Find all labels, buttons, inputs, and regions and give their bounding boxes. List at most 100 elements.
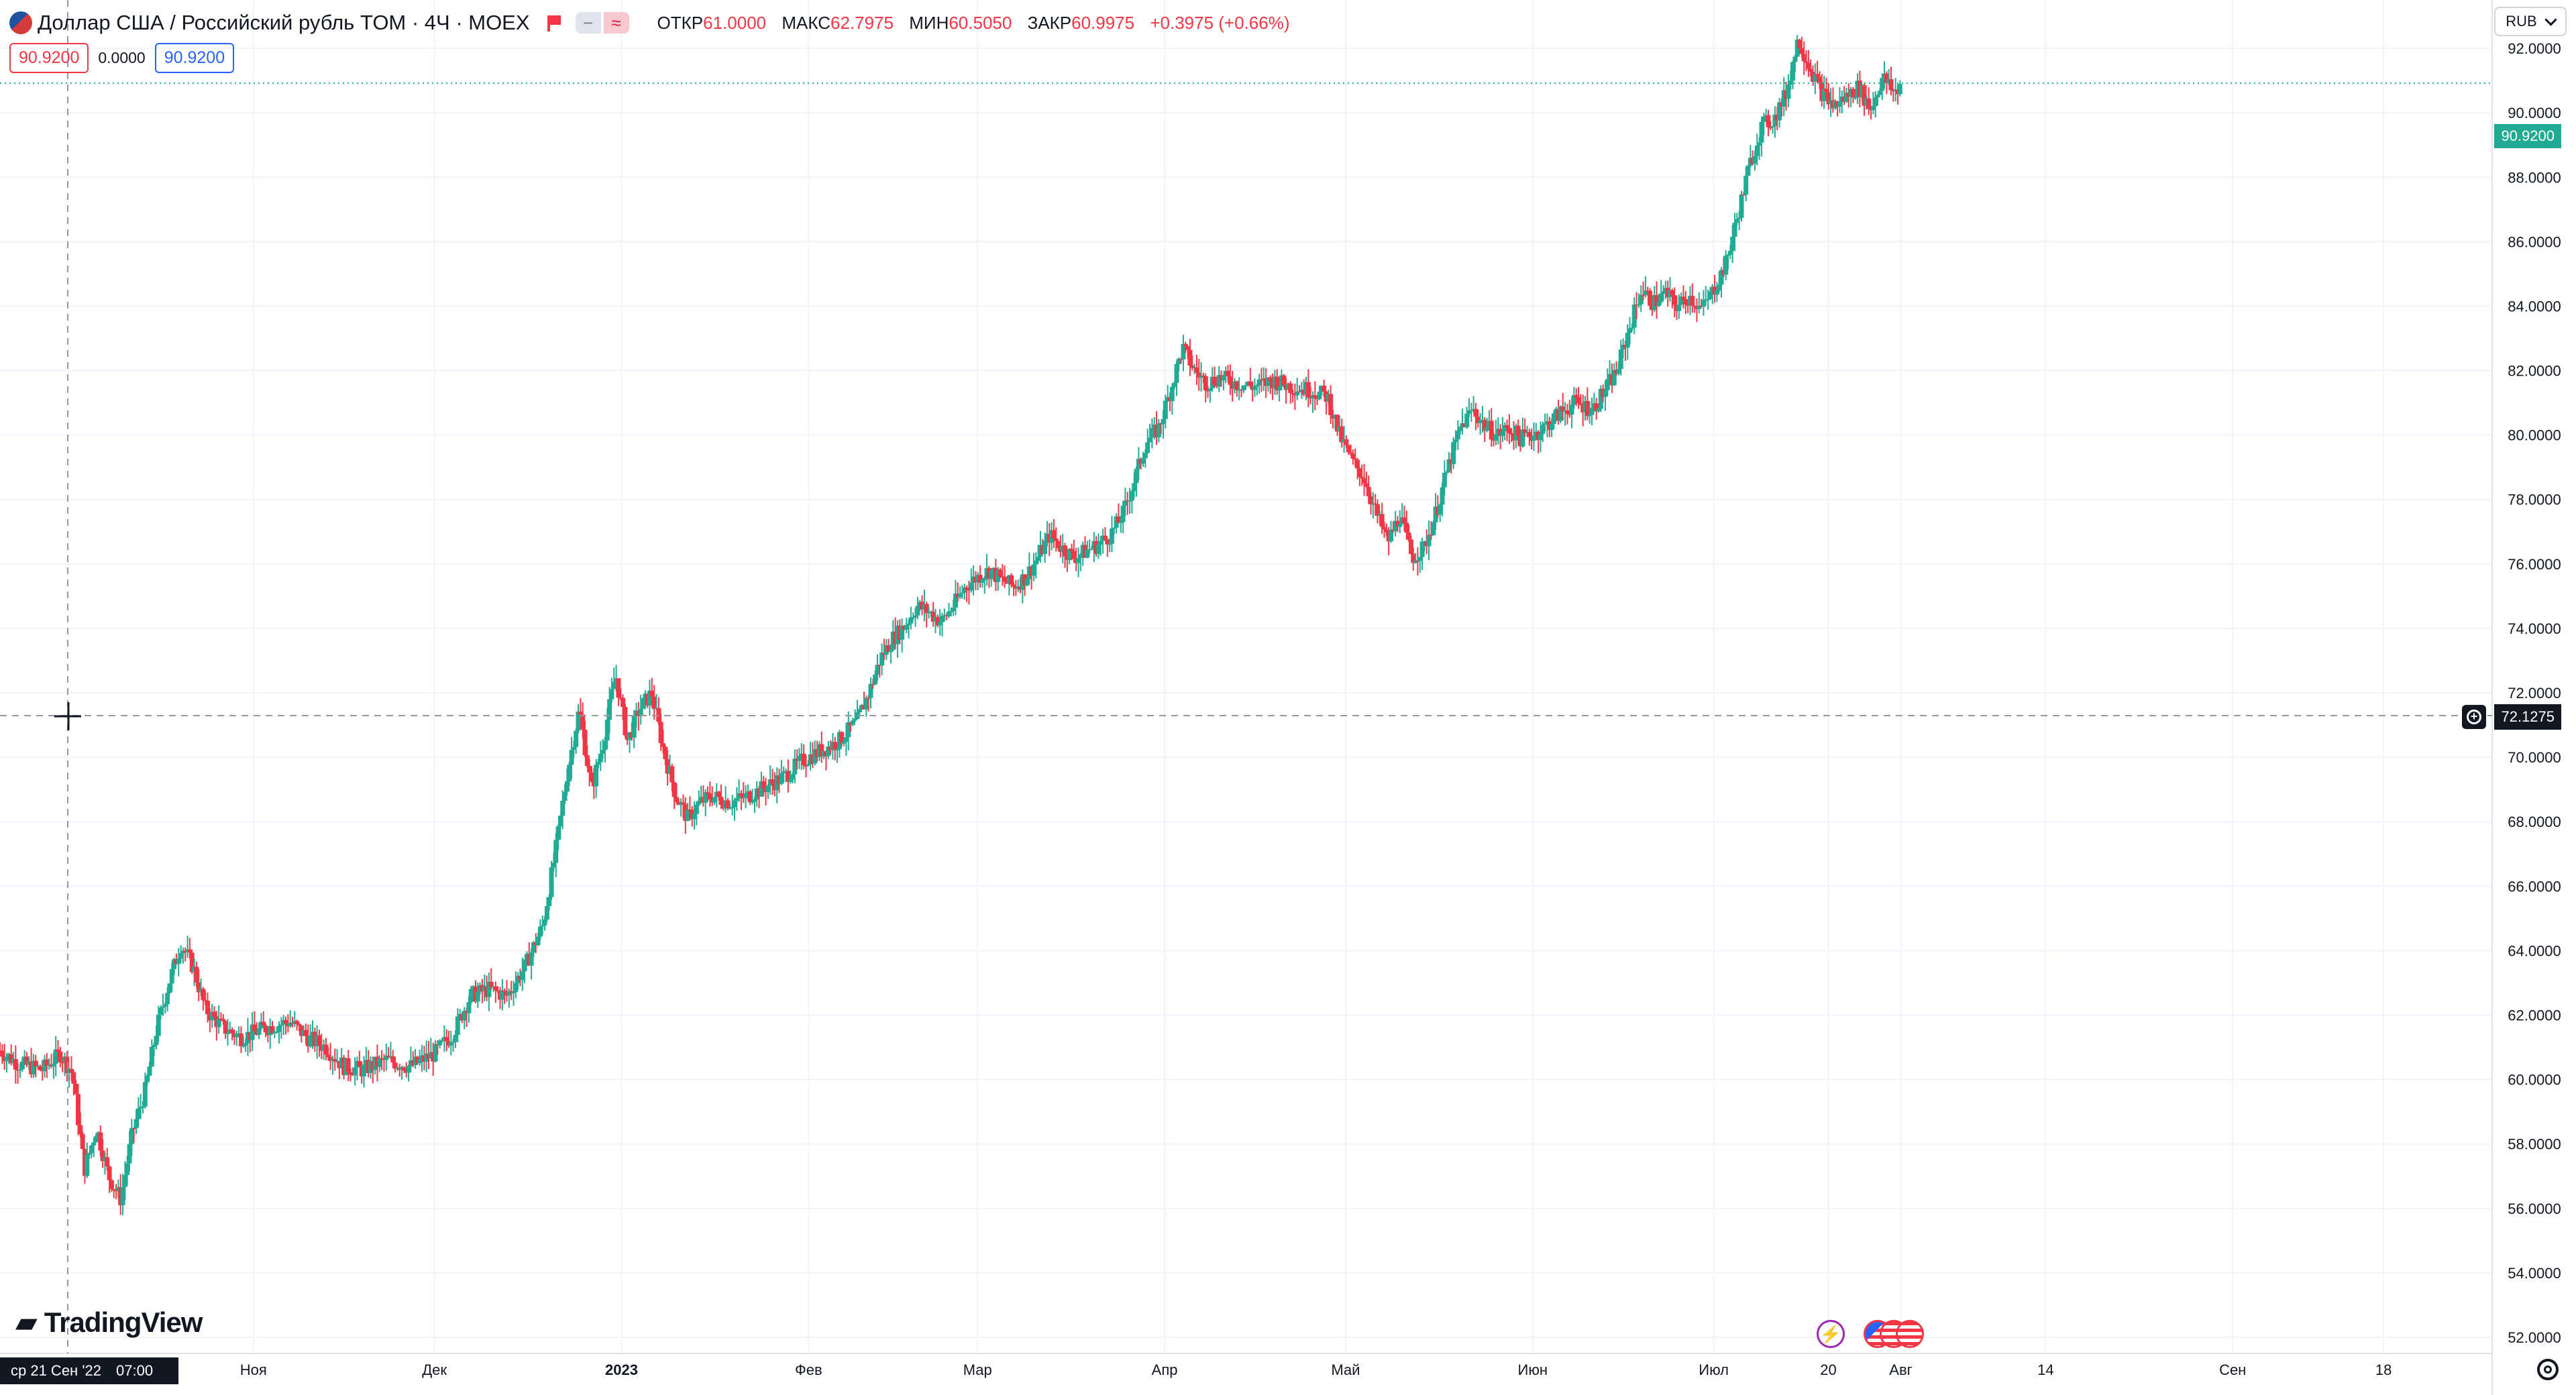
candle — [750, 789, 755, 805]
candle — [589, 766, 594, 783]
candle — [1739, 190, 1744, 222]
candle — [786, 759, 791, 793]
candle — [1792, 54, 1798, 72]
candle — [835, 748, 840, 763]
candle — [582, 720, 588, 757]
candle — [915, 597, 920, 620]
candle — [328, 1042, 333, 1070]
candle — [1095, 533, 1101, 559]
add-alert-button[interactable]: + — [2462, 705, 2486, 729]
candle — [641, 698, 646, 710]
time-tick-label: Май — [1331, 1361, 1360, 1378]
price-axis-labels: 52.0000 54.0000 56.0000 58.0000 60.0000 62.00… — [2508, 40, 2561, 1346]
candle — [1813, 63, 1818, 95]
symbol-title[interactable]: Доллар США / Российский рубль TOM · 4Ч ·… — [38, 11, 530, 34]
candle — [1305, 369, 1311, 408]
chevron-down-icon — [2544, 13, 2557, 26]
candle — [557, 815, 563, 840]
price-tick-label: 52.0000 — [2508, 1329, 2561, 1346]
compare-toggle[interactable]: − ≈ — [575, 12, 629, 34]
candle — [522, 959, 527, 984]
candle — [500, 979, 505, 1011]
candle — [78, 1112, 83, 1137]
time-tick-label: Авг — [1889, 1361, 1912, 1378]
candle — [765, 784, 771, 799]
candle — [1181, 335, 1186, 372]
candle — [13, 1045, 18, 1084]
crosshair-date: ср 21 Сен '22 — [11, 1362, 101, 1379]
candle — [977, 565, 983, 588]
candle — [1631, 297, 1637, 334]
time-tick-label: Апр — [1152, 1361, 1178, 1378]
candle — [982, 575, 987, 594]
candle — [569, 736, 574, 779]
candle — [555, 824, 561, 850]
candle — [1241, 385, 1246, 394]
candle — [1277, 386, 1282, 402]
candle — [567, 762, 572, 787]
price-tick-label: 56.0000 — [2508, 1201, 2561, 1217]
candle — [223, 1020, 228, 1039]
plus-circle-icon: + — [2467, 710, 2481, 724]
candle — [574, 728, 579, 755]
candle — [1002, 565, 1008, 588]
time-axis-labels: Ноя Дек 2023 Фев Мар Апр Май Июн Июл 20 Авг 14 Сен 18 — [240, 1361, 2392, 1378]
price-tick-label: 74.0000 — [2508, 620, 2561, 637]
crosshair-price-label: 72.1275 — [2494, 704, 2561, 730]
candle — [1357, 467, 1362, 486]
candle — [448, 1030, 453, 1056]
candle — [1388, 520, 1393, 543]
candle — [957, 586, 963, 599]
candle — [1011, 582, 1016, 596]
lightning-icon[interactable]: ⚡ — [1817, 1320, 1845, 1348]
candle — [937, 609, 943, 636]
candle — [616, 678, 621, 706]
price-tick-label: 82.0000 — [2508, 363, 2561, 380]
tradingview-logo[interactable]: ▰ TradingView — [16, 1306, 203, 1339]
candle — [1766, 110, 1771, 137]
ohlc-values: ОТКР61.0000 МАКС62.7975 МИН60.5050 ЗАКР6… — [657, 12, 1290, 33]
candle — [1643, 276, 1648, 298]
time-tick-label: Ноя — [240, 1361, 267, 1378]
candle — [792, 749, 798, 783]
candle — [178, 945, 184, 963]
economic-events-icon[interactable] — [1864, 1320, 1924, 1348]
candle — [455, 1008, 460, 1043]
candle — [1475, 410, 1481, 428]
candle — [839, 731, 845, 747]
currency-select[interactable]: RUB — [2494, 7, 2567, 36]
price-tick-label: 80.0000 — [2508, 427, 2561, 444]
candle — [1571, 387, 1576, 409]
candle — [1790, 60, 1796, 89]
candle — [502, 988, 507, 1004]
candle — [1690, 283, 1695, 313]
candle — [1364, 471, 1369, 488]
candle — [1254, 383, 1260, 396]
price-tick-label: 90.0000 — [2508, 105, 2561, 121]
indicator-box-blue[interactable]: 90.9200 — [154, 43, 235, 73]
crosshair-time: 07:00 — [116, 1362, 154, 1379]
minus-icon[interactable]: − — [575, 12, 601, 34]
candle — [727, 803, 733, 810]
flag-icon[interactable] — [546, 14, 561, 32]
candle — [1661, 285, 1666, 301]
candle — [1063, 543, 1068, 568]
approx-icon[interactable]: ≈ — [603, 12, 629, 34]
candle — [38, 1064, 43, 1071]
candle — [1850, 87, 1856, 103]
candle — [131, 1127, 137, 1143]
candle — [433, 1040, 438, 1063]
candle — [317, 1029, 322, 1057]
symbol-logo-icon — [9, 11, 32, 34]
last-price-label: 90.9200 — [2494, 124, 2561, 148]
candle — [1442, 460, 1447, 496]
indicator-box-red[interactable]: 90.9200 — [9, 43, 89, 73]
settings-gear-icon[interactable] — [2537, 1359, 2559, 1380]
candle — [1411, 547, 1416, 571]
candle — [1540, 421, 1546, 443]
candle — [694, 801, 699, 826]
price-tick-label: 78.0000 — [2508, 492, 2561, 508]
candle — [962, 583, 967, 600]
candle — [1680, 285, 1686, 309]
